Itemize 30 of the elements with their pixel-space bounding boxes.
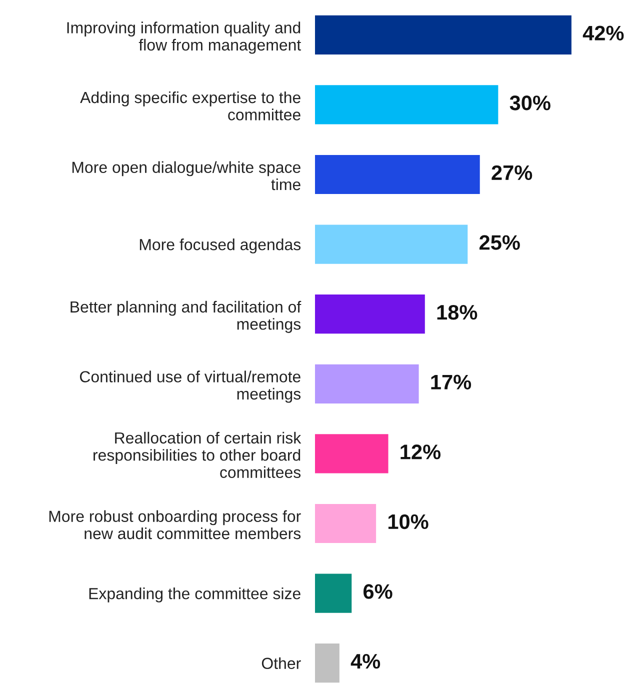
y-tick-label: Continued use of virtual/remote meetings [80,370,301,403]
y-tick-label: Expanding the committee size [89,588,300,602]
data-label: 10% [388,514,428,530]
data-label: 17% [431,374,472,390]
data-label: 25% [479,235,520,250]
bar [315,224,468,264]
y-tick-label: Other [262,657,301,670]
bar [315,644,340,683]
bar [315,504,376,544]
bar [315,364,419,404]
data-label: 18% [437,304,478,320]
data-label: 27% [492,165,532,180]
bar [315,154,480,194]
y-tick-label: Better planning and facilitation of meetings [70,300,302,333]
y-tick-label: Improving information quality and flow from management [67,22,302,54]
data-label: 6% [364,584,392,599]
data-label: 42% [582,26,624,40]
data-label: 30% [510,96,550,110]
y-tick-label: More open dialogue/white space time [72,161,300,190]
bar [315,15,572,54]
y-tick-label: More focused agendas [140,238,301,254]
bar [315,574,352,613]
bar [315,85,498,124]
data-label: 12% [400,444,441,460]
bar [315,434,388,474]
bar [315,294,425,334]
y-tick-label: Adding specific expertise to the committee [80,91,300,120]
y-tick-label: Reallocation of certain risk responsibilities to other board committees [94,432,302,478]
y-tick-label: More robust onboarding process for new audit committee members [49,510,301,540]
data-label: 4% [350,654,380,669]
